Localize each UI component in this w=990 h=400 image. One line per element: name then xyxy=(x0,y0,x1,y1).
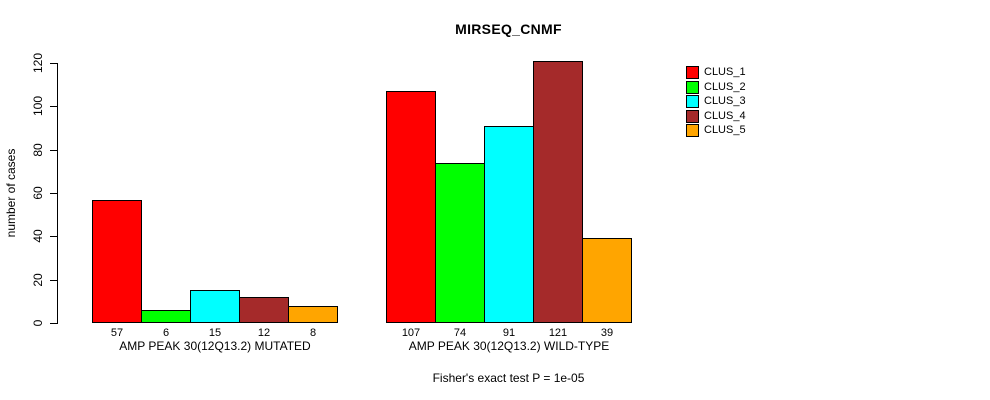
y-tick-mark xyxy=(50,106,57,107)
legend-swatch-clus_5 xyxy=(686,124,699,137)
bar-value-label: 91 xyxy=(502,327,516,339)
legend-swatch-clus_4 xyxy=(686,109,699,123)
bar-value-label: 15 xyxy=(208,327,222,339)
legend-label: CLUS_2 xyxy=(704,80,746,93)
legend-item-clus_4: CLUS_4 xyxy=(686,109,746,123)
y-axis-title: number of cases xyxy=(4,148,18,238)
y-tick-label: 80 xyxy=(31,143,45,157)
y-tick-mark xyxy=(50,150,57,151)
bar-value-label: 74 xyxy=(453,327,467,339)
y-tick-label: 60 xyxy=(31,186,45,200)
bar-clus_5-group2 xyxy=(582,238,632,323)
y-tick-mark xyxy=(50,280,57,281)
bar-clus_5-group1 xyxy=(288,306,338,323)
y-tick-label: 100 xyxy=(31,95,45,117)
legend-item-clus_3: CLUS_3 xyxy=(686,95,746,108)
bar-clus_4-group1 xyxy=(239,297,289,323)
fisher-test-annotation: Fisher's exact test P = 1e-05 xyxy=(432,371,585,385)
y-tick-mark xyxy=(50,323,57,324)
group-label-1: AMP PEAK 30(12Q13.2) MUTATED xyxy=(119,339,311,353)
legend-label: CLUS_1 xyxy=(704,66,746,78)
legend-item-clus_1: CLUS_1 xyxy=(686,66,746,79)
bar-clus_1-group1 xyxy=(92,200,142,323)
bar-clus_3-group1 xyxy=(190,290,240,323)
bar-value-label: 121 xyxy=(548,327,568,339)
y-tick-label: 20 xyxy=(31,273,45,287)
group-label-2: AMP PEAK 30(12Q13.2) WILD-TYPE xyxy=(408,339,610,353)
legend-item-clus_2: CLUS_2 xyxy=(686,80,746,94)
bar-clus_3-group2 xyxy=(484,126,534,323)
bar-clus_4-group2 xyxy=(533,61,583,323)
y-tick-mark xyxy=(50,236,57,237)
bar-value-label: 57 xyxy=(110,327,124,339)
legend: CLUS_1 CLUS_2 CLUS_3 CLUS_4 CLUS_5 xyxy=(686,66,746,139)
y-tick-label: 40 xyxy=(31,229,45,243)
y-tick-mark xyxy=(50,193,57,194)
bar-value-label: 12 xyxy=(257,327,271,339)
bar-clus_2-group2 xyxy=(435,163,485,323)
legend-label: CLUS_3 xyxy=(704,95,746,107)
legend-item-clus_5: CLUS_5 xyxy=(686,124,746,137)
legend-swatch-clus_3 xyxy=(686,95,699,108)
bar-clus_1-group2 xyxy=(386,91,436,323)
legend-label: CLUS_4 xyxy=(704,109,746,122)
y-axis-line xyxy=(57,63,58,324)
legend-label: CLUS_5 xyxy=(704,124,746,136)
bar-value-label: 107 xyxy=(401,327,421,339)
y-tick-label: 120 xyxy=(31,52,45,74)
bar-value-label: 6 xyxy=(162,327,170,339)
bar-value-label: 39 xyxy=(600,327,614,339)
y-tick-mark xyxy=(50,63,57,64)
y-tick-label: 0 xyxy=(31,319,45,327)
bar-clus_2-group1 xyxy=(141,310,191,323)
chart-title: MIRSEQ_CNMF xyxy=(455,21,562,37)
legend-swatch-clus_1 xyxy=(686,66,699,79)
bar-value-label: 8 xyxy=(309,327,317,339)
legend-swatch-clus_2 xyxy=(686,80,699,94)
